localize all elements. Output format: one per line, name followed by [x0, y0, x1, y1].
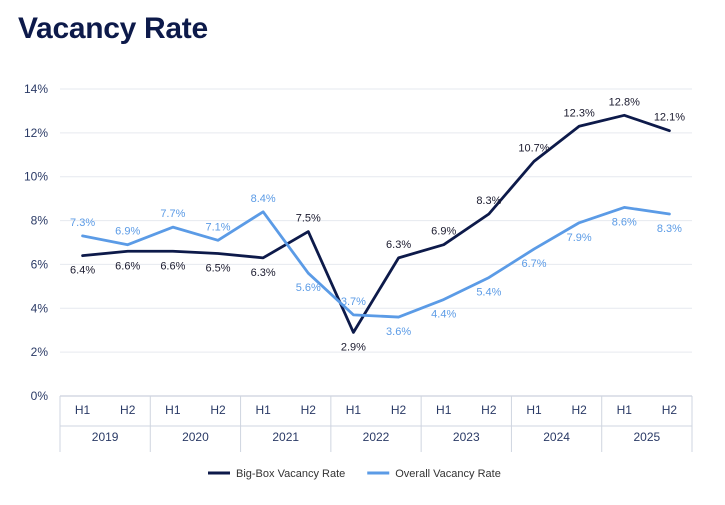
data-label: 8.3%: [476, 195, 501, 207]
x-tick-label: H1: [75, 403, 91, 417]
data-label: 5.4%: [476, 287, 501, 299]
data-label: 8.6%: [612, 216, 637, 228]
year-group-label: 2019: [92, 430, 119, 444]
data-label: 3.7%: [341, 296, 366, 308]
data-label: 12.3%: [564, 107, 595, 119]
data-label: 2.9%: [341, 341, 366, 353]
data-label: 12.8%: [609, 96, 640, 108]
data-label: 7.5%: [296, 213, 321, 225]
data-label: 8.4%: [251, 193, 276, 205]
year-group-label: 2020: [182, 430, 209, 444]
data-label: 6.3%: [251, 267, 276, 279]
y-tick-label: 10%: [24, 170, 48, 184]
y-tick-label: 2%: [31, 345, 49, 359]
x-tick-label: H2: [391, 403, 407, 417]
x-tick-label: H2: [120, 403, 136, 417]
overall-vacancy-line: [81, 206, 671, 319]
x-tick-label: H1: [436, 403, 452, 417]
data-label: 7.3%: [70, 217, 95, 229]
data-label: 6.7%: [521, 258, 546, 270]
x-tick-label: H2: [662, 403, 678, 417]
y-tick-label: 0%: [31, 389, 49, 403]
data-label: 6.6%: [160, 260, 185, 272]
x-tick-label: H1: [255, 403, 271, 417]
x-tick-label: H2: [301, 403, 317, 417]
data-label: 4.4%: [431, 309, 456, 321]
year-group-label: 2025: [634, 430, 661, 444]
x-tick-label: H1: [617, 403, 633, 417]
year-group-label: 2022: [363, 430, 390, 444]
year-group-label: 2021: [272, 430, 299, 444]
data-label: 6.6%: [115, 260, 140, 272]
data-label: 7.1%: [205, 221, 230, 233]
data-label: 6.5%: [205, 262, 230, 274]
data-label: 6.9%: [431, 226, 456, 238]
data-label: 12.1%: [654, 112, 685, 124]
data-label: 6.9%: [115, 226, 140, 238]
year-group-label: 2023: [453, 430, 480, 444]
year-group-label: 2024: [543, 430, 570, 444]
data-label: 10.7%: [518, 142, 549, 154]
chart-title: Vacancy Rate: [18, 12, 208, 45]
data-label: 6.4%: [70, 265, 95, 277]
legend-label: Overall Vacancy Rate: [395, 468, 501, 480]
data-label: 5.6%: [296, 282, 321, 294]
x-tick-label: H1: [346, 403, 362, 417]
x-tick-label: H1: [165, 403, 181, 417]
y-tick-label: 12%: [24, 126, 48, 140]
x-tick-label: H2: [481, 403, 497, 417]
x-tick-label: H1: [526, 403, 542, 417]
y-tick-label: 4%: [31, 301, 49, 315]
y-tick-label: 6%: [31, 257, 49, 271]
big-box-vacancy-line: [81, 113, 671, 334]
y-tick-label: 8%: [31, 214, 49, 228]
data-label: 6.3%: [386, 239, 411, 251]
y-tick-label: 14%: [24, 82, 48, 96]
legend-label: Big-Box Vacancy Rate: [236, 468, 345, 480]
x-tick-label: H2: [210, 403, 226, 417]
data-label: 3.6%: [386, 326, 411, 338]
data-label: 7.9%: [567, 232, 592, 244]
data-label: 8.3%: [657, 223, 682, 235]
x-tick-label: H2: [571, 403, 587, 417]
data-label: 7.7%: [160, 208, 185, 220]
